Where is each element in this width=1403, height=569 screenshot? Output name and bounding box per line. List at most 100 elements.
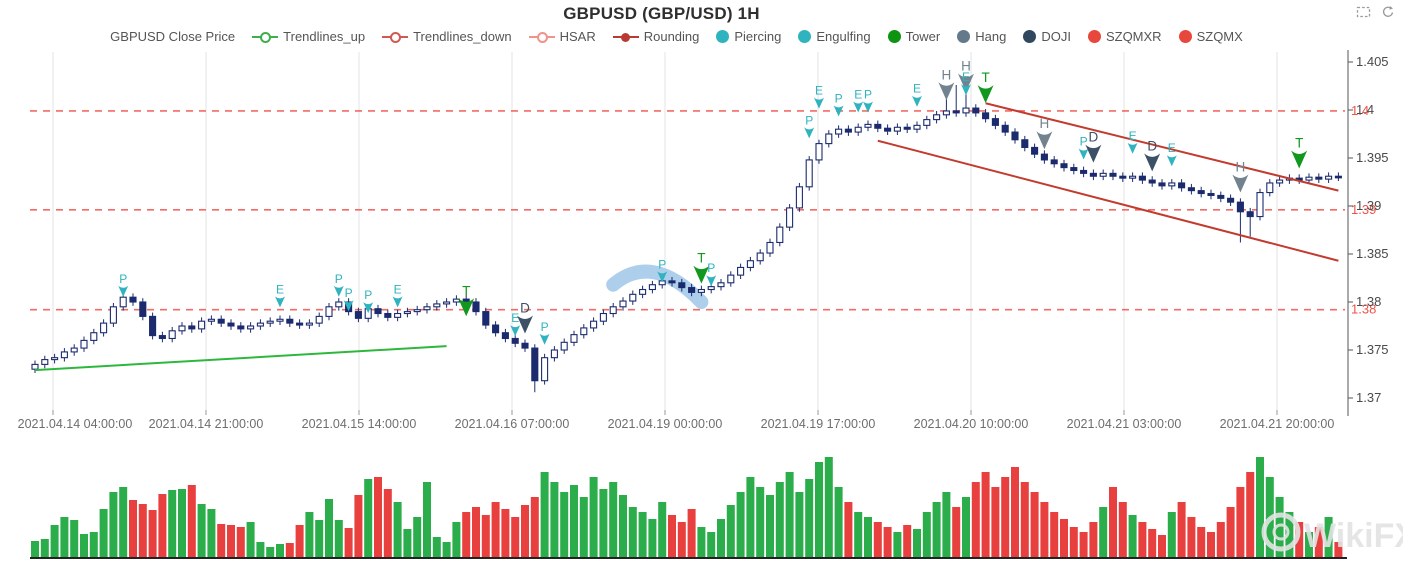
pattern-arrow-hang [938, 82, 955, 101]
pattern-arrow-tower [458, 298, 475, 317]
hsar-price-label: 1.39 [1351, 202, 1376, 217]
watermark-text: WikiFX [1304, 517, 1403, 555]
pattern-label-tower: T [1295, 135, 1303, 150]
legend-label: Trendlines_up [283, 29, 366, 44]
chart-toolbox [1356, 5, 1395, 19]
y-tick-label: 1.375 [1356, 342, 1389, 357]
pattern-label-engulfing: E [962, 70, 970, 84]
hsar-price-label: 1.4 [1351, 103, 1369, 118]
legend-line-dot-icon [612, 30, 639, 43]
legend-label: SZQMX [1196, 29, 1243, 44]
legend-item-rounding[interactable]: Rounding [612, 29, 700, 44]
restore-icon[interactable] [1381, 5, 1395, 19]
pattern-label-piercing: P [345, 286, 353, 300]
pattern-label-doji: D [1147, 138, 1157, 153]
pattern-arrow-piercing [363, 302, 374, 314]
pattern-label-engulfing: E [854, 87, 862, 101]
grid-layer [52, 52, 1278, 410]
watermark: WikiFX [1261, 512, 1403, 555]
area-zoom-icon[interactable] [1356, 5, 1372, 19]
pattern-arrow-hang [1036, 131, 1053, 150]
pattern-label-doji: D [1089, 130, 1099, 145]
trendlines-layer [34, 102, 1339, 372]
legend-label: Rounding [643, 29, 700, 44]
x-tick-label: 2021.04.20 10:00:00 [914, 417, 1029, 431]
pattern-label-piercing: P [364, 288, 372, 302]
pattern-label-piercing: P [707, 261, 715, 275]
legend-item-trendlines-up[interactable]: Trendlines_up [252, 29, 365, 44]
legend-label: Piercing [734, 29, 782, 44]
chart-title: GBPUSD (GBP/USD) 1H [563, 4, 760, 23]
legend-label: GBPUSD Close Price [110, 29, 236, 44]
pattern-label-hang: H [942, 67, 952, 82]
pattern-label-engulfing: E [394, 282, 402, 296]
legend-line-circle-icon [252, 30, 279, 43]
pattern-label-hang: H [1236, 159, 1246, 174]
x-axis: 2021.04.14 04:00:00 2021.04.14 21:00:00 20… [18, 410, 1335, 431]
x-tick-label: 2021.04.21 20:00:00 [1220, 417, 1335, 431]
pattern-arrow-piercing [118, 285, 129, 297]
legend-item-szqmxr[interactable]: SZQMXR [1087, 29, 1162, 44]
pattern-label-piercing: P [658, 257, 666, 271]
y-tick-label: 1.39 [1356, 198, 1381, 213]
legend-dot-icon [887, 30, 901, 43]
legend-label: Tower [905, 29, 941, 44]
pattern-label-piercing: P [864, 87, 872, 101]
pattern-arrow-engulfing [1166, 155, 1177, 167]
legend-line-circle-icon [528, 30, 555, 43]
legend-label: SZQMXR [1105, 29, 1162, 44]
legend: GBPUSD Close Price Trendlines_up Trendline… [0, 29, 1353, 44]
legend-item-gbpusd-close-price[interactable]: GBPUSD Close Price [110, 29, 235, 44]
pattern-arrow-tower [977, 85, 994, 104]
pattern-arrow-engulfing [275, 296, 285, 308]
x-tick-label: 2021.04.15 14:00:00 [302, 417, 417, 431]
legend-dot-icon [1178, 30, 1192, 43]
legend-dot-icon [798, 30, 812, 43]
legend-label: DOJI [1041, 29, 1071, 44]
pattern-label-engulfing: E [1129, 129, 1137, 143]
pattern-arrow-engulfing [392, 296, 403, 308]
legend-item-szqmx[interactable]: SZQMX [1178, 29, 1243, 44]
pattern-label-engulfing: E [276, 282, 284, 296]
pattern-label-engulfing: E [913, 82, 921, 96]
legend-item-doji[interactable]: DOJI [1023, 29, 1071, 44]
pattern-label-hang: H [961, 59, 971, 74]
pattern-arrow-engulfing [961, 84, 971, 96]
pattern-arrow-piercing [863, 101, 873, 113]
pattern-arrow-piercing [657, 271, 668, 283]
pattern-arrow-hang [1232, 174, 1249, 193]
pattern-arrow-doji [1144, 153, 1161, 172]
pattern-arrow-doji [517, 315, 533, 334]
legend-item-trendlines-down[interactable]: Trendlines_down [382, 29, 512, 44]
pattern-label-piercing: P [335, 272, 343, 286]
legend-dot-icon [957, 30, 971, 43]
legend-label: HSAR [559, 29, 596, 44]
pattern-label-tower: T [697, 251, 705, 266]
legend-label: Hang [975, 29, 1007, 44]
pattern-arrow-engulfing [510, 325, 521, 337]
pattern-label-piercing: P [835, 91, 843, 105]
y-tick-label: 1.405 [1356, 54, 1389, 69]
legend-item-piercing[interactable]: Piercing [716, 29, 781, 44]
x-tick-label: 2021.04.16 07:00:00 [455, 417, 570, 431]
volume-layer [30, 457, 1347, 559]
pattern-label-tower: T [981, 70, 989, 85]
y-tick-label: 1.395 [1356, 150, 1389, 165]
y-tick-label: 1.385 [1356, 246, 1389, 261]
pattern-arrow-tower [693, 265, 710, 284]
rounding-band [606, 264, 709, 309]
y-tick-label: 1.38 [1356, 294, 1381, 309]
legend-item-tower[interactable]: Tower [887, 29, 941, 44]
legend-dot-icon [716, 30, 730, 43]
legend-item-hang[interactable]: Hang [957, 29, 1006, 44]
pattern-arrow-piercing [804, 127, 815, 139]
y-axis: 1.4 1.39 1.38 1.405 1.4 1.395 1.39 1.385 1.38 1.3… [1347, 50, 1389, 416]
legend-item-hsar[interactable]: HSAR [528, 29, 596, 44]
x-tick-label: 2021.04.19 00:00:00 [608, 417, 723, 431]
pattern-arrow-tower [1291, 150, 1308, 169]
legend-item-engulfing[interactable]: Engulfing [798, 29, 871, 44]
pattern-label-piercing: P [805, 113, 813, 127]
